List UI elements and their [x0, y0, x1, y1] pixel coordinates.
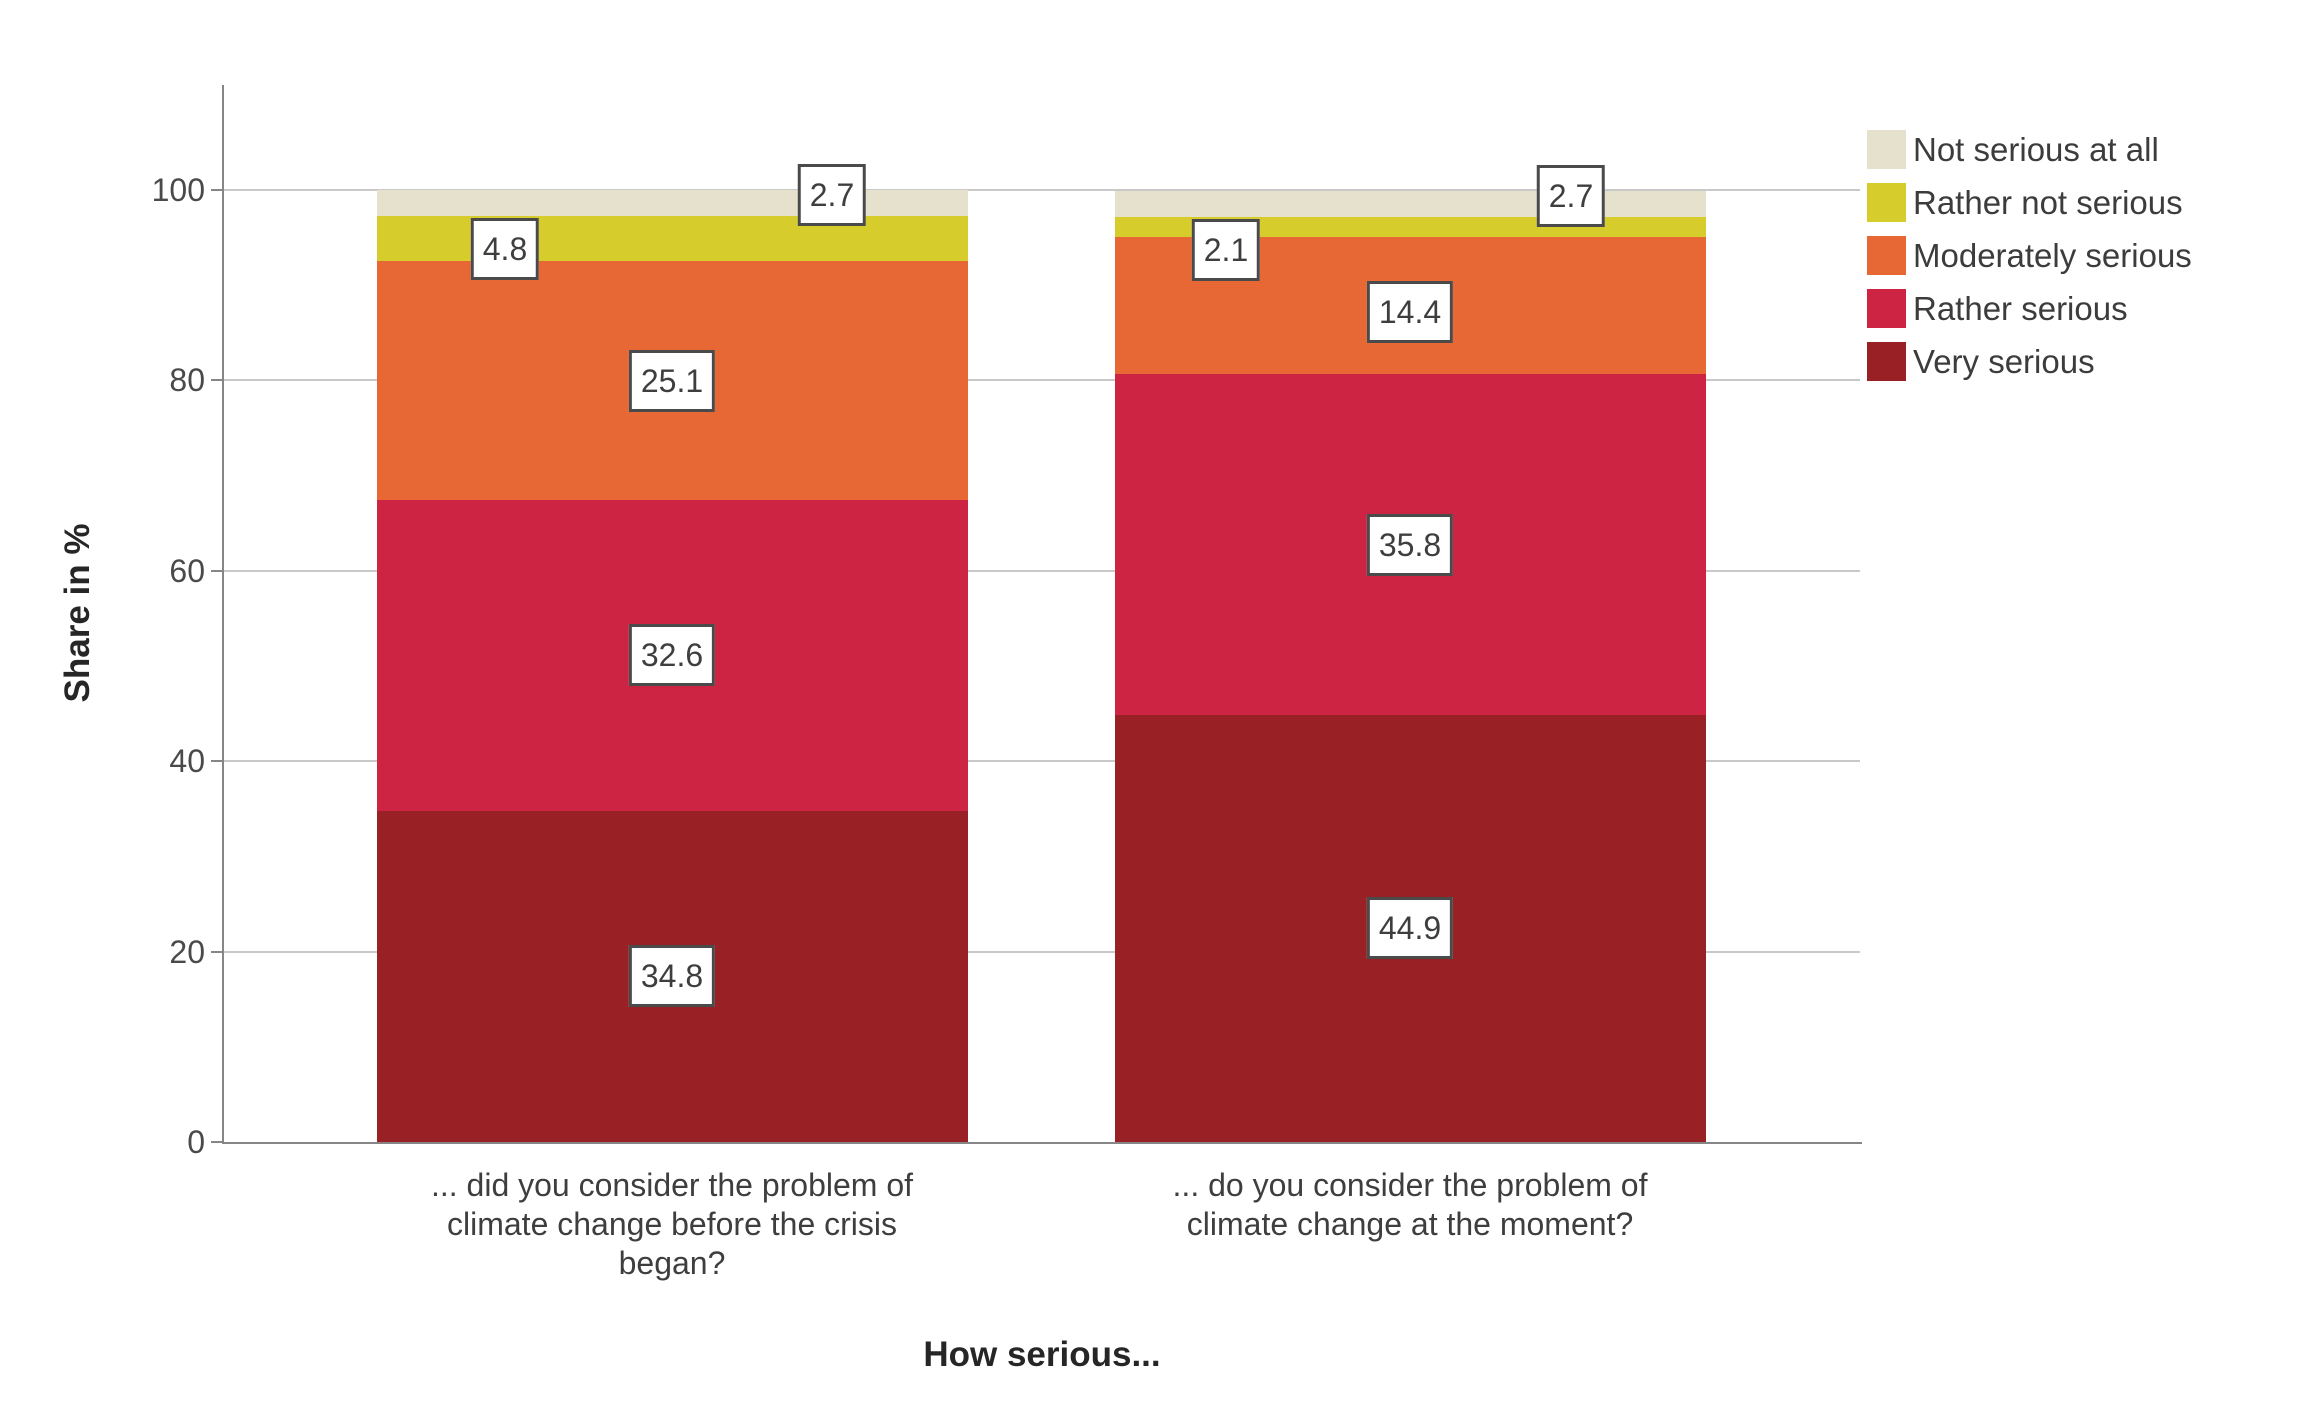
legend-item-rather-serious: Rather serious — [1867, 289, 2192, 328]
legend-label: Rather serious — [1913, 290, 2128, 327]
x-axis-line — [222, 1142, 1862, 1144]
legend-swatch-icon — [1867, 130, 1906, 169]
value-label-rather-not-serious: 2.1 — [1191, 219, 1261, 281]
value-label-moderately-serious: 25.1 — [628, 350, 716, 412]
category-label-before-crisis: ... did you consider the problem of clim… — [430, 1167, 914, 1281]
y-tick-mark-100 — [211, 189, 224, 191]
y-tick-label-60: 60 — [169, 552, 205, 589]
y-tick-mark-20 — [211, 950, 224, 953]
y-axis-line — [222, 85, 224, 1144]
x-axis-title: How serious... — [923, 1335, 1161, 1374]
y-tick-label-20: 20 — [169, 933, 205, 970]
gridline-60 — [224, 569, 1860, 572]
legend-item-not-serious-at-all: Not serious at all — [1867, 130, 2192, 169]
legend-item-rather-not-serious: Rather not serious — [1867, 183, 2192, 222]
category-label-at-moment: ... do you consider the problem of clima… — [1172, 1167, 1648, 1242]
legend: Not serious at all Rather not serious Mode… — [1867, 130, 2192, 395]
gridline-100 — [224, 189, 1860, 191]
gridline-20 — [224, 950, 1860, 953]
value-label-not-serious-at-all: 2.7 — [797, 164, 867, 226]
bar-segment-not-serious-at-all — [1115, 190, 1706, 217]
value-label-not-serious-at-all: 2.7 — [1536, 165, 1606, 227]
y-axis-title: Share in % — [58, 523, 97, 703]
y-tick-mark-0 — [211, 1141, 224, 1143]
gridline-40 — [224, 760, 1860, 763]
gridline-80 — [224, 379, 1860, 382]
legend-item-very-serious: Very serious — [1867, 342, 2192, 381]
legend-swatch-icon — [1867, 236, 1906, 275]
value-label-very-serious: 44.9 — [1366, 897, 1454, 959]
y-tick-label-80: 80 — [169, 362, 205, 399]
legend-item-moderately-serious: Moderately serious — [1867, 236, 2192, 275]
value-label-rather-not-serious: 4.8 — [470, 218, 540, 280]
legend-swatch-icon — [1867, 342, 1906, 381]
y-tick-mark-80 — [211, 379, 224, 382]
legend-label: Very serious — [1913, 343, 2095, 380]
legend-label: Moderately serious — [1913, 237, 2192, 274]
bar-segment-rather-not-serious — [377, 215, 968, 262]
y-tick-mark-60 — [211, 569, 224, 572]
legend-label: Not serious at all — [1913, 131, 2159, 168]
legend-label: Rather not serious — [1913, 184, 2183, 221]
value-label-very-serious: 34.8 — [628, 945, 716, 1007]
value-label-moderately-serious: 14.4 — [1366, 281, 1454, 343]
legend-swatch-icon — [1867, 289, 1906, 328]
y-tick-label-40: 40 — [169, 743, 205, 780]
legend-swatch-icon — [1867, 183, 1906, 222]
y-tick-label-100: 100 — [151, 172, 205, 208]
y-tick-mark-40 — [211, 760, 224, 763]
value-label-rather-serious: 32.6 — [628, 624, 716, 686]
y-tick-label-0: 0 — [187, 1124, 205, 1160]
value-label-rather-serious: 35.8 — [1366, 514, 1454, 576]
bar-segment-not-serious-at-all — [377, 190, 968, 216]
